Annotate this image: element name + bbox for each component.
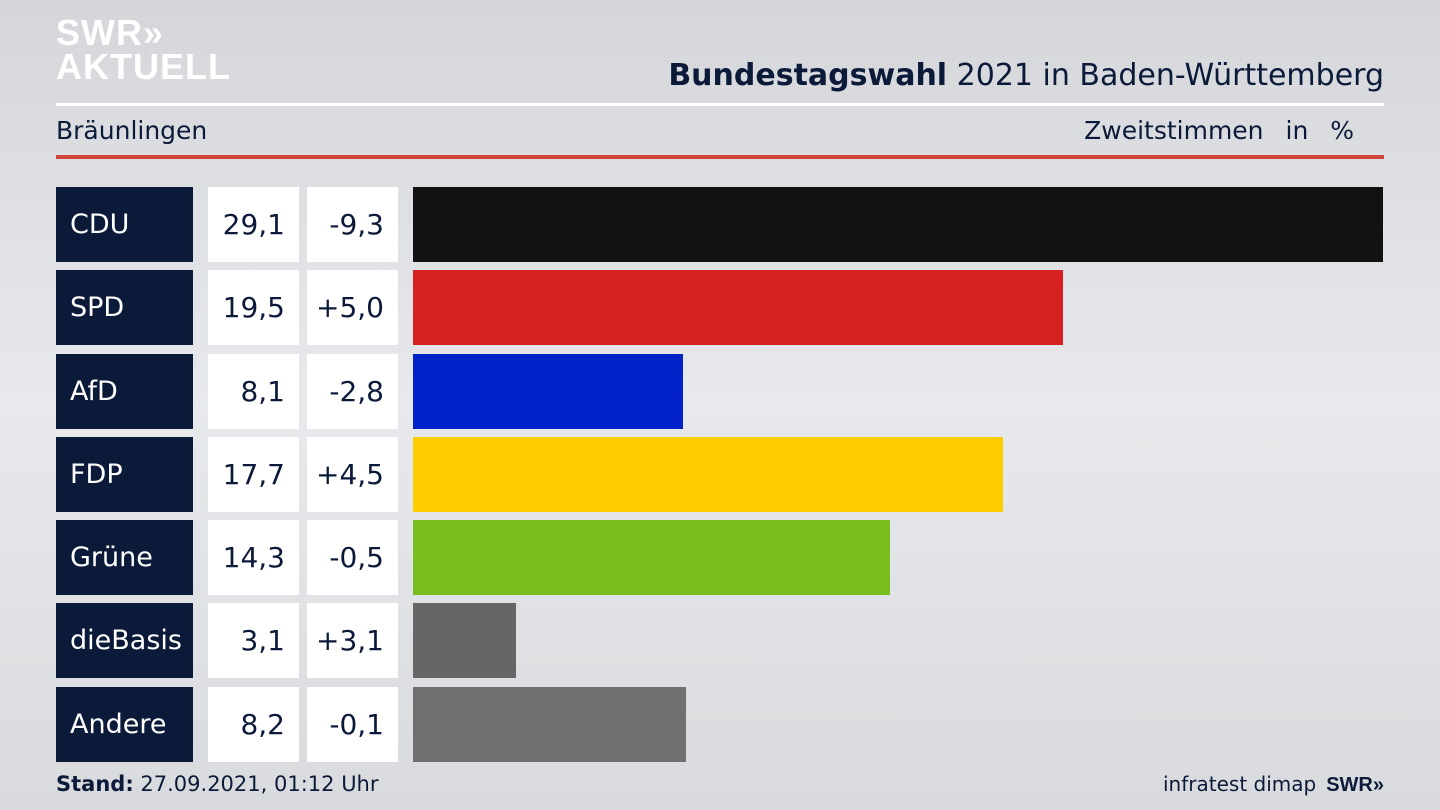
bar bbox=[413, 354, 683, 429]
bar bbox=[413, 520, 890, 595]
value-label: 29,1 bbox=[208, 187, 299, 262]
swr-logo: SWR» bbox=[1326, 774, 1384, 796]
stand-label: Stand: bbox=[56, 772, 134, 796]
diff-label: +4,5 bbox=[307, 437, 398, 512]
chart-title: Bundestagswahl 2021 in Baden-Württemberg bbox=[668, 58, 1384, 93]
value-label: 8,2 bbox=[208, 687, 299, 762]
value-label: 17,7 bbox=[208, 437, 299, 512]
value-label: 8,1 bbox=[208, 354, 299, 429]
bar bbox=[413, 687, 687, 762]
bar bbox=[413, 603, 517, 678]
divider bbox=[56, 103, 1384, 106]
source: infratest dimap SWR» bbox=[1163, 772, 1384, 797]
logo-line2: AKTUELL bbox=[56, 46, 231, 87]
diff-label: -2,8 bbox=[307, 354, 398, 429]
diff-label: -9,3 bbox=[307, 187, 398, 262]
value-label: 19,5 bbox=[208, 270, 299, 345]
party-label: dieBasis bbox=[56, 603, 193, 678]
timestamp: Stand: 27.09.2021, 01:12 Uhr bbox=[56, 772, 379, 796]
swr-aktuell-logo: SWR» AKTUELL bbox=[56, 12, 231, 87]
region-label: Bräunlingen bbox=[56, 116, 208, 145]
bar bbox=[413, 270, 1063, 345]
party-label: SPD bbox=[56, 270, 193, 345]
party-label: AfD bbox=[56, 354, 193, 429]
party-label: Grüne bbox=[56, 520, 193, 595]
source-label: infratest dimap bbox=[1163, 772, 1317, 796]
party-label: Andere bbox=[56, 687, 193, 762]
diff-label: +3,1 bbox=[307, 603, 398, 678]
stand-value: 27.09.2021, 01:12 Uhr bbox=[140, 772, 379, 796]
metric-label: Zweitstimmen in % bbox=[1084, 116, 1354, 145]
party-label: FDP bbox=[56, 437, 193, 512]
title-bold: Bundestagswahl bbox=[668, 58, 948, 93]
bar bbox=[413, 437, 1003, 512]
logo-line1: SWR» bbox=[56, 12, 165, 53]
accent-divider bbox=[56, 155, 1384, 159]
title-rest: 2021 in Baden-Württemberg bbox=[956, 58, 1384, 93]
unit: in % bbox=[1285, 116, 1355, 145]
party-label: CDU bbox=[56, 187, 193, 262]
metric: Zweitstimmen bbox=[1084, 116, 1264, 145]
value-label: 3,1 bbox=[208, 603, 299, 678]
diff-label: -0,5 bbox=[307, 520, 398, 595]
value-label: 14,3 bbox=[208, 520, 299, 595]
diff-label: -0,1 bbox=[307, 687, 398, 762]
bar bbox=[413, 187, 1383, 262]
diff-label: +5,0 bbox=[307, 270, 398, 345]
